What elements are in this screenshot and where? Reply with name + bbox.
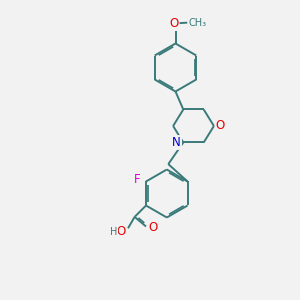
- Text: F: F: [134, 173, 141, 187]
- Text: N: N: [172, 136, 181, 149]
- Text: O: O: [169, 17, 178, 30]
- Text: O: O: [116, 225, 125, 239]
- Text: CH₃: CH₃: [188, 17, 206, 28]
- Text: O: O: [148, 221, 157, 234]
- Text: H: H: [110, 227, 117, 237]
- Text: O: O: [216, 119, 225, 133]
